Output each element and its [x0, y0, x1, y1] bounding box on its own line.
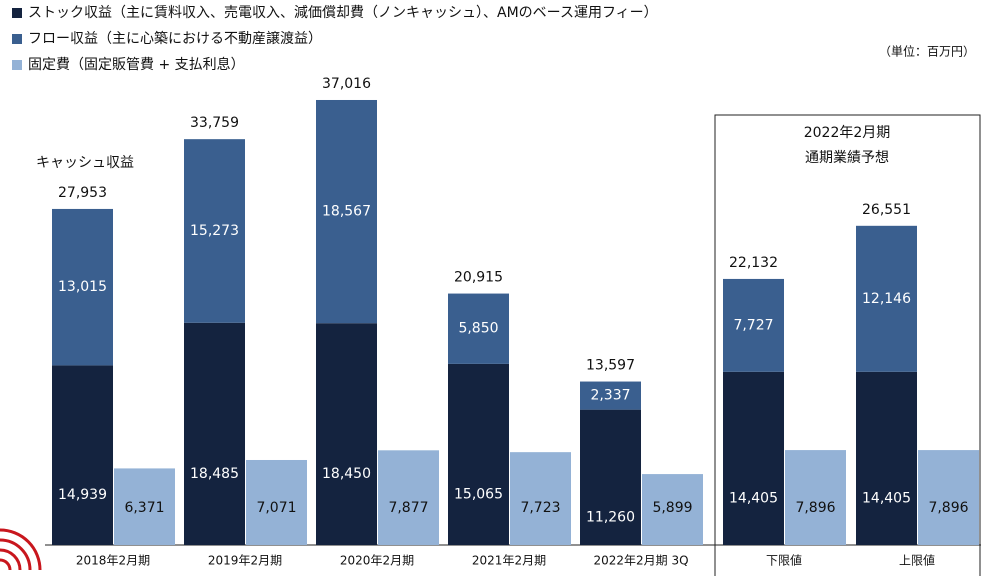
unit-note: （単位：百万円）: [879, 44, 975, 59]
data-label: 14,405: [862, 490, 911, 506]
bar-segment: [52, 365, 113, 545]
total-label: 37,016: [322, 76, 371, 92]
x-tick-label: 2022年2月期 3Q: [593, 554, 688, 568]
bar-segment: [448, 363, 509, 545]
total-label: 20,915: [454, 270, 503, 286]
bar-segment: [52, 208, 113, 366]
forecast-subtitle: 通期業績予想: [805, 150, 889, 166]
legend-label: フロー収益（主に心築における不動産譲渡益）: [28, 31, 322, 47]
bar: [246, 459, 307, 545]
bar: [918, 450, 979, 545]
bar: [642, 474, 703, 545]
legend-label: ストック収益（主に賃料収入、売電収入、減価償却費（ノンキャッシュ）、AMのベース…: [28, 4, 658, 21]
legend-swatch: [12, 60, 22, 70]
data-label: 5,850: [458, 321, 498, 337]
data-label: 14,405: [729, 490, 778, 506]
bar-segment: [856, 225, 917, 372]
x-tick-label: 上限値: [899, 553, 935, 568]
data-label: 13,015: [58, 279, 107, 295]
bar-segment: [316, 99, 377, 324]
total-label: 26,551: [862, 202, 911, 218]
bar-segment: [580, 409, 641, 545]
data-label: 14,939: [58, 487, 107, 503]
data-label: 18,567: [322, 204, 371, 220]
total-label: 13,597: [586, 358, 635, 374]
bar: [510, 452, 571, 545]
data-label: 15,273: [190, 223, 239, 239]
total-label: 33,759: [190, 115, 239, 131]
bar-segment: [184, 139, 245, 323]
data-label: 7,071: [256, 500, 296, 516]
bar: [378, 450, 439, 545]
annotation: キャッシュ収益: [36, 155, 134, 171]
data-label: 5,899: [652, 500, 692, 516]
data-label: 12,146: [862, 291, 911, 307]
data-label: 18,450: [322, 466, 371, 482]
data-label: 7,727: [733, 317, 773, 333]
x-tick-label: 下限値: [766, 553, 802, 568]
bar-segment: [723, 371, 784, 545]
legend-label: 固定費（固定販管費 + 支払利息）: [28, 56, 245, 73]
data-label: 18,485: [190, 466, 239, 482]
bar-segment: [448, 293, 509, 364]
total-label: 27,953: [58, 185, 107, 201]
bar: [785, 450, 846, 545]
bar-segment: [856, 371, 917, 545]
legend-swatch: [12, 8, 22, 18]
data-label: 7,877: [388, 500, 428, 516]
bar-segment: [723, 278, 784, 372]
x-tick-label: 2019年2月期: [208, 554, 282, 568]
logo: [0, 528, 42, 571]
legend-swatch: [12, 34, 22, 44]
data-label: 11,260: [586, 509, 635, 525]
bar: [114, 468, 175, 545]
data-label: 15,065: [454, 486, 503, 502]
bar-segment: [580, 381, 641, 410]
forecast-title: 2022年2月期: [804, 125, 891, 141]
data-label: 7,896: [928, 500, 968, 516]
x-tick-label: 2021年2月期: [472, 554, 546, 568]
data-label: 6,371: [124, 500, 164, 516]
forecast-box: [714, 114, 981, 576]
data-label: 2,337: [590, 388, 630, 404]
total-label: 22,132: [729, 255, 778, 271]
data-label: 7,896: [795, 500, 835, 516]
x-tick-label: 2020年2月期: [340, 554, 414, 568]
bar-segment: [184, 322, 245, 545]
bar-segment: [316, 323, 377, 545]
data-label: 7,723: [520, 500, 560, 516]
x-tick-label: 2018年2月期: [76, 554, 150, 568]
